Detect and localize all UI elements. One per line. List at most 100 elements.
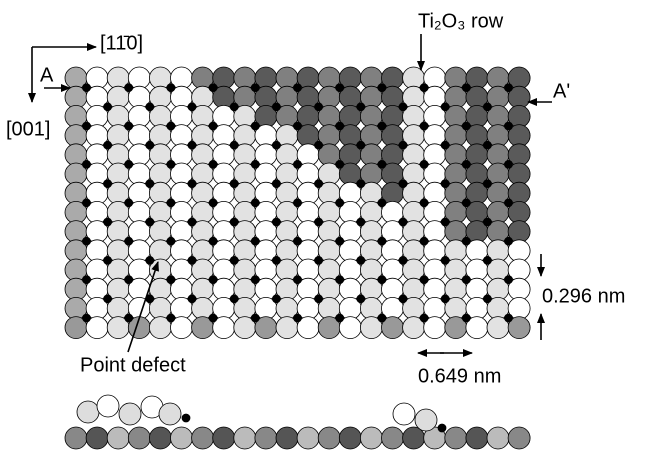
atom xyxy=(272,218,280,226)
atom xyxy=(399,180,407,188)
atom xyxy=(86,427,108,449)
atom xyxy=(441,256,449,264)
row-label: Ti₂O₃ row xyxy=(418,10,504,32)
atom xyxy=(505,237,513,245)
atom xyxy=(104,218,112,226)
atom xyxy=(125,199,133,207)
atom xyxy=(505,84,513,92)
atom xyxy=(230,295,238,303)
atom xyxy=(77,401,99,423)
atom xyxy=(83,84,91,92)
spacing-label: 0.296 nm xyxy=(542,285,625,307)
atom xyxy=(272,180,280,188)
atom xyxy=(128,427,150,449)
atom xyxy=(462,84,470,92)
atom xyxy=(483,218,491,226)
atom xyxy=(357,180,365,188)
atom xyxy=(357,141,365,149)
atom xyxy=(382,427,404,449)
atom xyxy=(505,276,513,284)
atom xyxy=(483,256,491,264)
atom xyxy=(230,141,238,149)
atom xyxy=(420,276,428,284)
atom xyxy=(272,256,280,264)
atom xyxy=(251,84,259,92)
atom xyxy=(125,276,133,284)
atom xyxy=(420,199,428,207)
atom xyxy=(107,427,129,449)
atom xyxy=(167,237,175,245)
atom xyxy=(146,180,154,188)
atom xyxy=(393,403,415,425)
atom xyxy=(378,160,386,168)
atom xyxy=(505,122,513,130)
atom xyxy=(415,409,437,431)
atom xyxy=(167,314,175,322)
atom xyxy=(209,314,217,322)
atom xyxy=(209,276,217,284)
atom xyxy=(441,295,449,303)
atom xyxy=(438,424,446,432)
spacing-label: 0.649 nm xyxy=(418,365,501,387)
atom xyxy=(146,103,154,111)
atom xyxy=(83,237,91,245)
atom xyxy=(462,199,470,207)
atom xyxy=(251,199,259,207)
atom xyxy=(378,314,386,322)
atom xyxy=(272,103,280,111)
atom xyxy=(167,84,175,92)
atom xyxy=(420,122,428,130)
atom xyxy=(294,237,302,245)
section-label: A' xyxy=(553,80,570,102)
atom xyxy=(167,160,175,168)
atom xyxy=(272,141,280,149)
atom xyxy=(230,180,238,188)
atom xyxy=(213,427,235,449)
atom xyxy=(188,103,196,111)
atom xyxy=(505,160,513,168)
atom xyxy=(167,276,175,284)
atom xyxy=(508,427,530,449)
atom xyxy=(399,103,407,111)
atom xyxy=(146,141,154,149)
atom xyxy=(104,256,112,264)
atom xyxy=(420,237,428,245)
atom xyxy=(104,295,112,303)
atom xyxy=(294,199,302,207)
atom xyxy=(315,295,323,303)
atom xyxy=(339,427,361,449)
atom xyxy=(357,295,365,303)
atom xyxy=(399,218,407,226)
direction-y-label: [001] xyxy=(6,118,50,140)
atom xyxy=(125,237,133,245)
atom xyxy=(294,160,302,168)
atom xyxy=(188,295,196,303)
atom xyxy=(125,122,133,130)
atom xyxy=(483,103,491,111)
atom xyxy=(209,199,217,207)
surface-diagram: [11̄0] [001] A A' Ti₂O₃ row 0.296 nm 0.6… xyxy=(0,0,649,458)
atom xyxy=(272,295,280,303)
atom xyxy=(336,314,344,322)
atom xyxy=(125,314,133,322)
atom xyxy=(276,427,298,449)
atom xyxy=(230,256,238,264)
atom xyxy=(441,103,449,111)
atom xyxy=(159,403,181,425)
atom xyxy=(399,295,407,303)
atom xyxy=(209,122,217,130)
atom xyxy=(336,237,344,245)
atom xyxy=(125,160,133,168)
atom xyxy=(65,427,87,449)
atom xyxy=(360,427,382,449)
defect-label: Point defect xyxy=(80,354,186,376)
atom xyxy=(104,103,112,111)
atom xyxy=(230,218,238,226)
direction-x-label: [11̄0] xyxy=(100,32,143,54)
atom xyxy=(294,84,302,92)
atom xyxy=(441,180,449,188)
atom xyxy=(251,237,259,245)
atom xyxy=(315,103,323,111)
atom-model xyxy=(65,67,530,339)
atom xyxy=(336,199,344,207)
